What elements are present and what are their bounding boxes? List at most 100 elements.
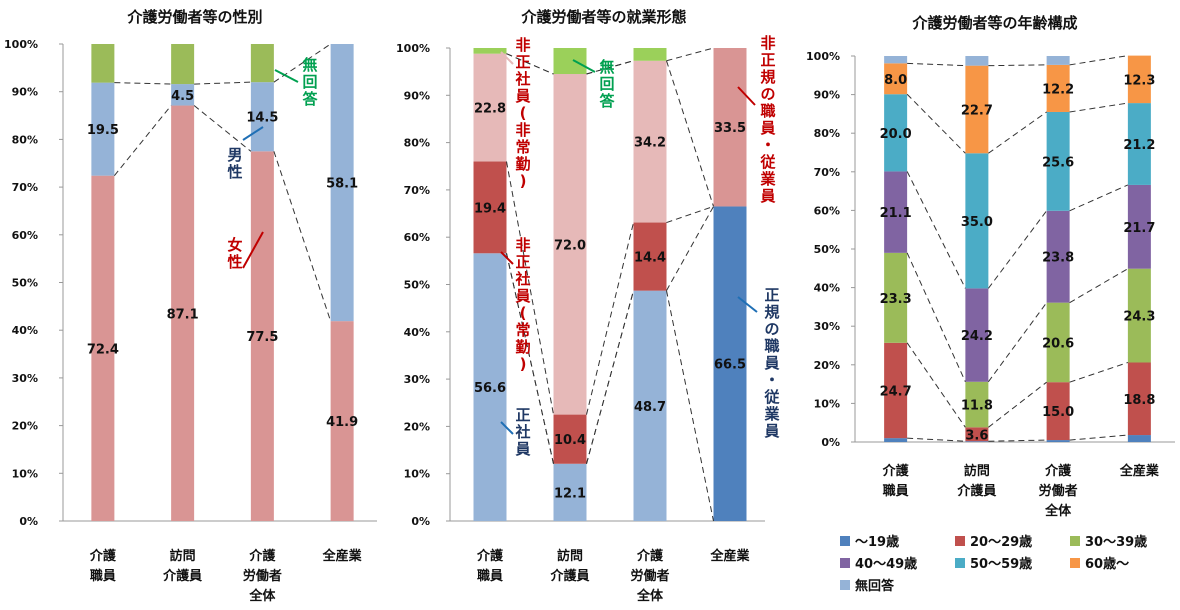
category-label: 全産業	[1119, 463, 1160, 479]
annotation-leader	[242, 231, 264, 269]
bar-4-2	[553, 74, 587, 415]
bar-3-2	[553, 414, 587, 464]
data-label: 4.5	[171, 89, 194, 104]
annotation-text: 男性	[227, 146, 242, 181]
data-label: 23.3	[880, 292, 912, 307]
bar-3-1	[473, 161, 507, 254]
annotation-text: 無回答	[599, 58, 615, 110]
bar-4-4	[1127, 184, 1151, 269]
legend-swatch	[840, 536, 850, 546]
y-tick-label: 20%	[404, 420, 430, 433]
chart-title: 介護労働者等の性別	[126, 8, 262, 26]
connector-line	[586, 222, 634, 415]
y-tick-label: 100%	[4, 38, 38, 51]
bar-2-3	[250, 82, 274, 152]
data-label: 34.2	[634, 136, 666, 151]
y-tick-label: 40%	[814, 282, 840, 295]
bar-2-2	[965, 427, 989, 442]
bar-1-2	[553, 463, 587, 521]
legend-swatch	[955, 558, 965, 568]
connector-line	[273, 151, 332, 322]
connector-line	[506, 253, 554, 464]
category-label: 訪問	[964, 463, 990, 479]
bar-2-1	[91, 82, 115, 176]
bar-4-3	[633, 60, 667, 223]
connector-line	[988, 439, 1047, 442]
y-tick-label: 40%	[404, 326, 430, 339]
y-tick-label: 80%	[404, 137, 430, 150]
connector-line	[1069, 268, 1129, 304]
y-tick-label: 60%	[12, 229, 38, 242]
connector-line	[114, 82, 172, 85]
legend-label: 無回答	[855, 578, 895, 594]
category-label: 全産業	[709, 548, 750, 564]
chart-3: 介護労働者等の年齢構成 0% 10% 20% 30% 40% 50% 60% 70% 80% 90%…	[806, 14, 1175, 594]
y-tick-label: 90%	[814, 89, 840, 102]
connector-line	[907, 437, 966, 442]
connector-line	[506, 53, 554, 75]
annotation-leader	[572, 59, 596, 73]
annotation-text: 正社員	[514, 406, 530, 458]
connector-line	[906, 252, 966, 382]
bar-1-2	[965, 441, 989, 442]
bar-6-1	[884, 63, 908, 95]
connector-line	[906, 171, 966, 289]
connector-line	[666, 205, 714, 224]
connector-line	[988, 111, 1047, 154]
bar-2-2	[171, 84, 195, 106]
data-label: 48.7	[634, 400, 666, 415]
data-label: 66.5	[714, 358, 746, 373]
bar-3-3	[250, 44, 274, 83]
data-label: 87.1	[167, 307, 199, 322]
bar-7-3	[1046, 56, 1070, 65]
annotation-leader	[737, 296, 758, 313]
category-label: 介護	[882, 463, 910, 479]
data-label: 19.5	[87, 123, 119, 138]
category-label: 介護員	[549, 568, 589, 584]
y-tick-label: 0%	[411, 515, 430, 528]
bar-2-1	[884, 342, 908, 439]
category-label: 介護	[636, 548, 664, 564]
bar-6-2	[553, 48, 587, 75]
connector-line	[666, 206, 714, 291]
annotation-leader	[500, 51, 514, 65]
data-label: 3.6	[965, 428, 988, 443]
annotation-leader	[500, 251, 514, 265]
connector-line	[1069, 102, 1128, 113]
data-label: 21.7	[1123, 221, 1155, 236]
category-label: 介護員	[956, 483, 996, 499]
chart-title: 介護労働者等の就業形態	[520, 8, 686, 26]
category-label: 介護	[248, 548, 276, 564]
data-label: 10.4	[554, 433, 586, 448]
data-label: 19.4	[474, 201, 506, 216]
data-label: 22.8	[474, 102, 506, 117]
category-label: 全体	[248, 588, 276, 604]
bar-1-1	[473, 253, 507, 522]
data-label: 20.6	[1042, 336, 1074, 351]
y-tick-label: 100%	[806, 50, 840, 63]
legend-label: 50～59歳	[970, 556, 1032, 572]
legend-label: 60歳～	[1085, 556, 1129, 572]
y-tick-label: 90%	[12, 86, 38, 99]
bar-6-3	[1046, 64, 1070, 112]
category-label: 訪問	[170, 548, 196, 564]
bar-6-1	[473, 48, 507, 54]
connector-line	[1069, 434, 1128, 441]
chart-title: 介護労働者等の年齢構成	[911, 14, 1077, 32]
connector-line	[586, 60, 634, 75]
annotation-leader	[242, 126, 264, 141]
legend-label: 40～49歳	[855, 556, 917, 572]
bar-5-2	[965, 153, 989, 289]
y-tick-label: 30%	[12, 372, 38, 385]
bar-3-3	[633, 222, 667, 291]
category-label: 全体	[1044, 503, 1072, 519]
category-label: 介護	[1044, 463, 1072, 479]
bar-1-2	[171, 105, 195, 522]
y-tick-label: 80%	[814, 127, 840, 140]
bar-4-3	[1046, 210, 1070, 303]
bar-1-3	[633, 290, 667, 521]
bar-2-4	[713, 206, 747, 521]
data-label: 14.5	[246, 111, 278, 126]
category-label: 全産業	[322, 548, 363, 564]
